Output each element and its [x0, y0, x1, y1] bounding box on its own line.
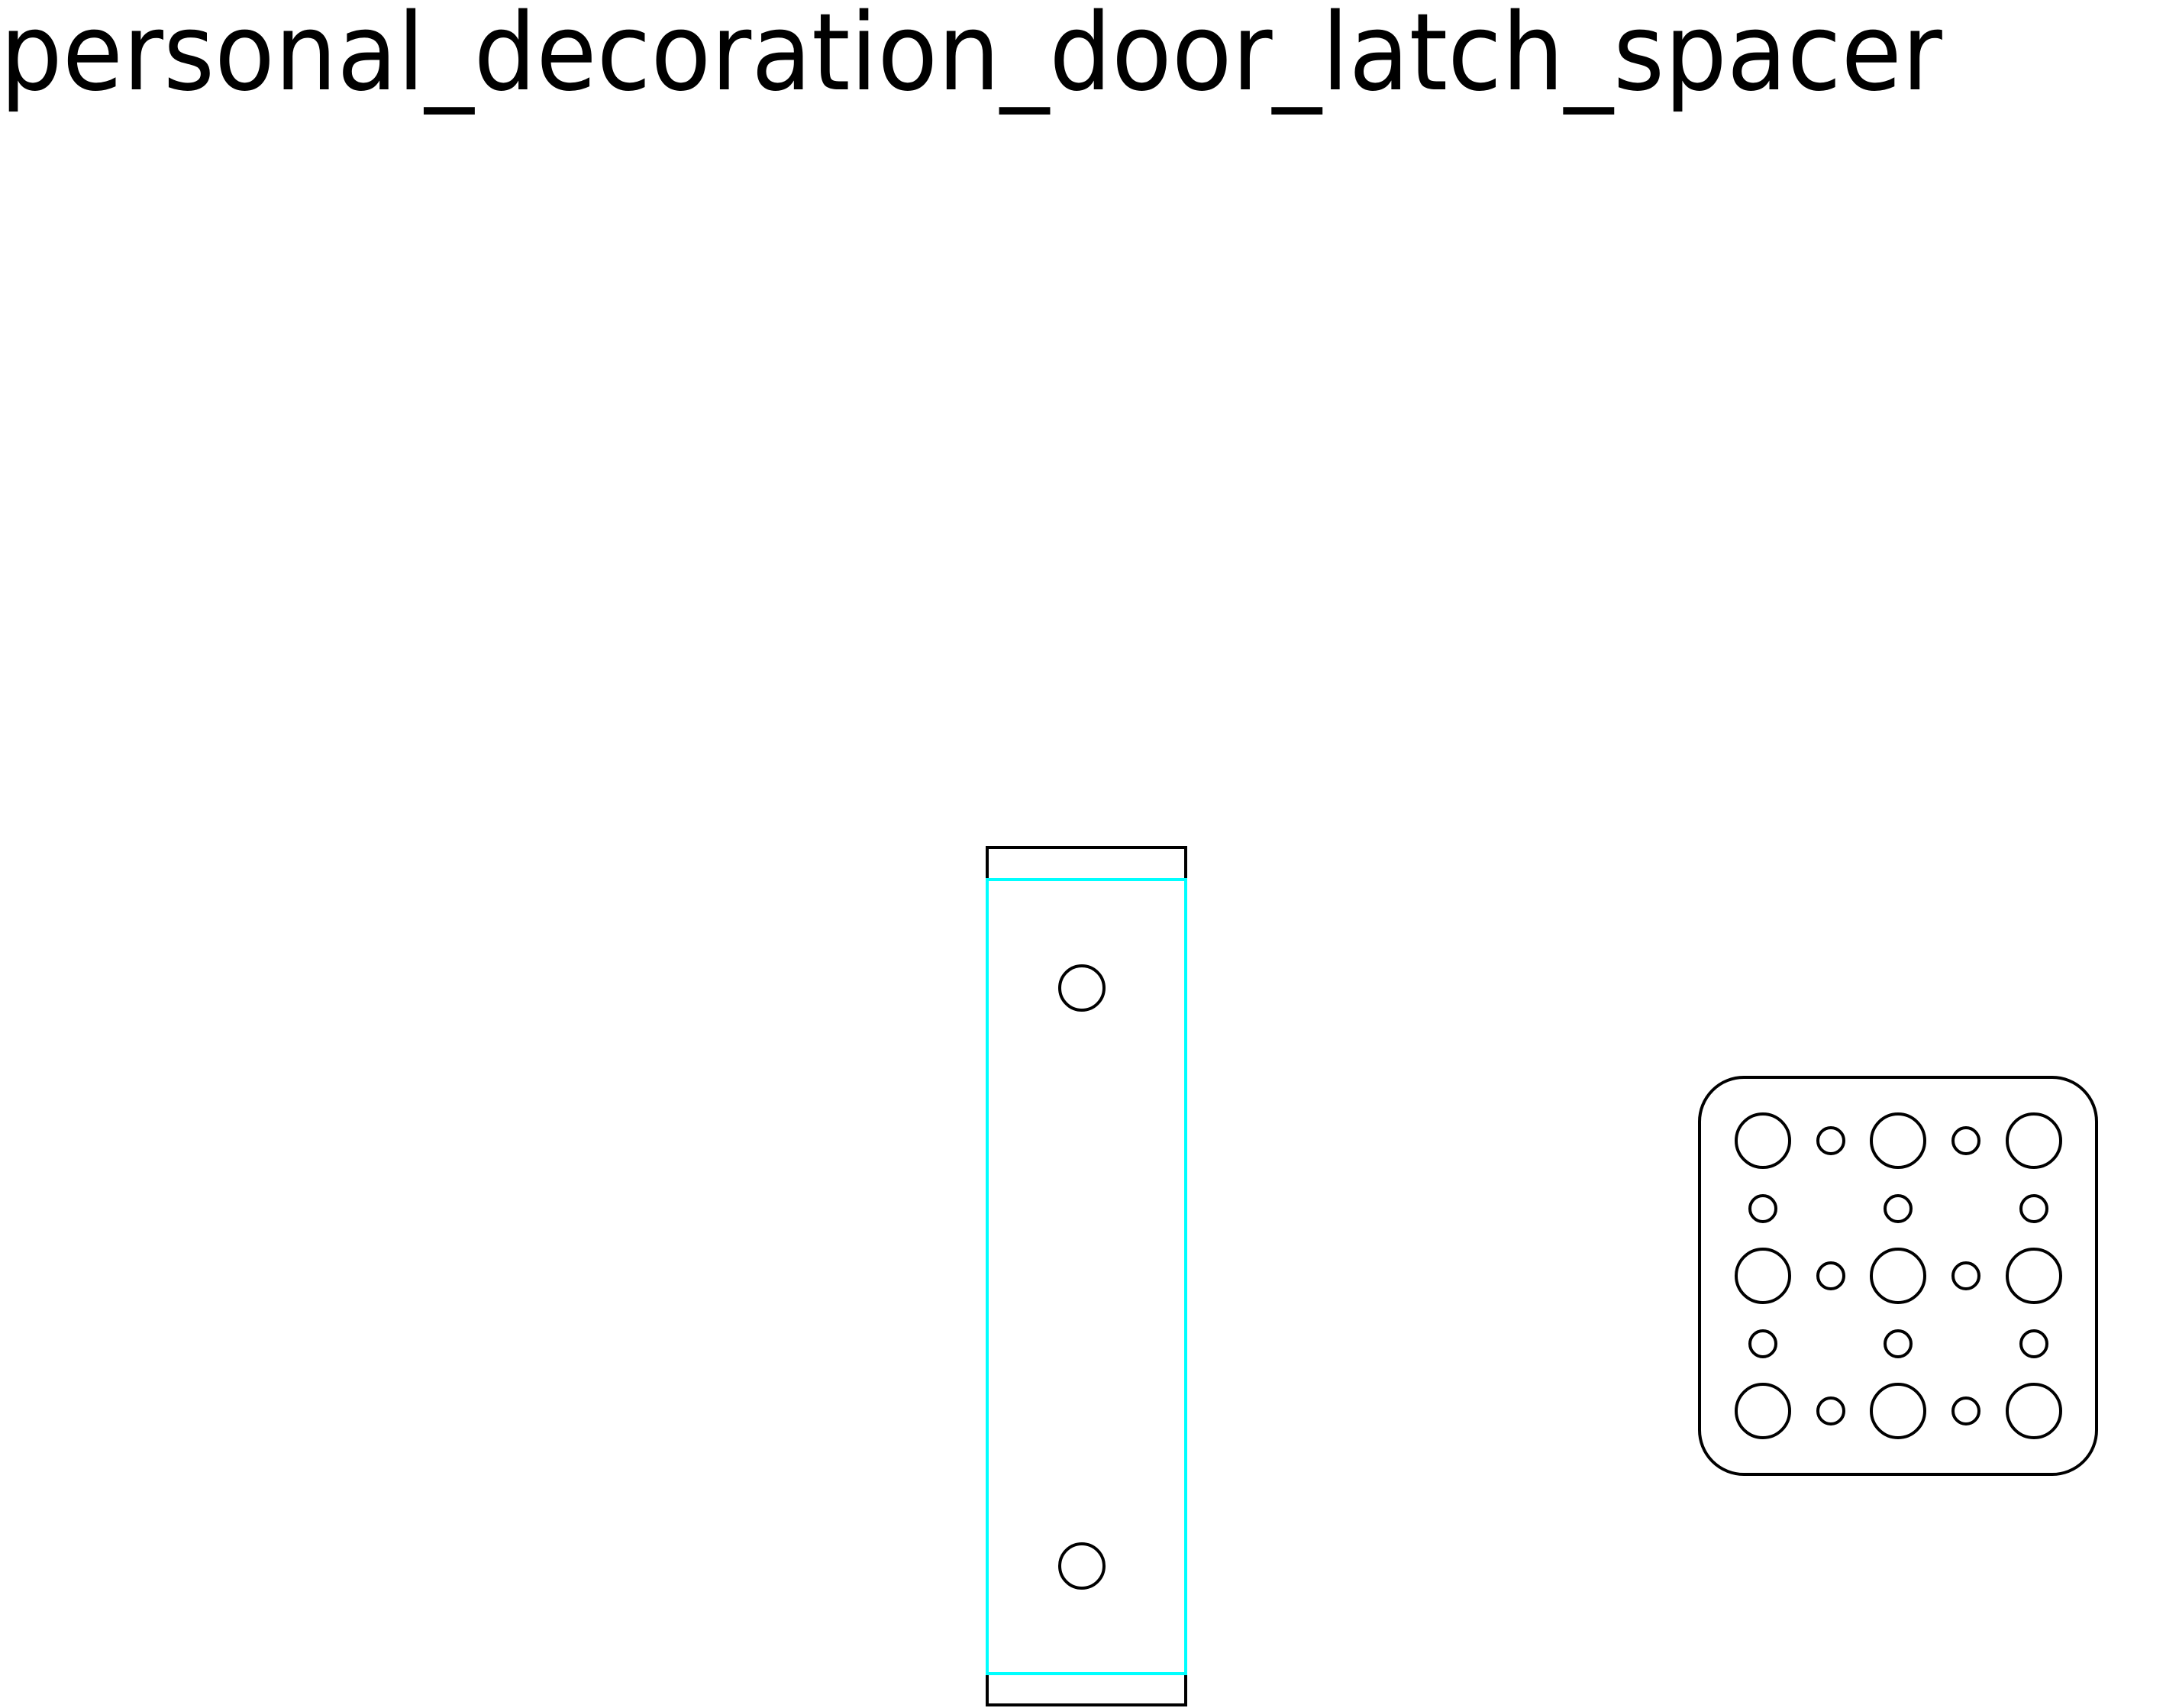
side-view-outline [986, 846, 1187, 1706]
large-hole [1870, 1112, 1926, 1169]
side-view [986, 846, 1187, 1706]
small-hole [2019, 1329, 2048, 1358]
large-hole [2006, 1248, 2062, 1304]
large-hole [1735, 1112, 1791, 1169]
small-hole [2019, 1194, 2048, 1223]
small-hole [1951, 1126, 1980, 1155]
large-hole [2006, 1383, 2062, 1439]
small-hole [1951, 1261, 1980, 1290]
large-hole [1870, 1383, 1926, 1439]
large-hole [1870, 1248, 1926, 1304]
end-view-outline [1698, 1076, 2098, 1476]
large-hole [1735, 1383, 1791, 1439]
large-hole [1735, 1248, 1791, 1304]
hole-grid [1735, 1112, 2062, 1439]
small-hole [1816, 1126, 1845, 1155]
end-view [1698, 1076, 2098, 1476]
small-hole [1884, 1194, 1913, 1223]
side-view-highlighted-face [986, 878, 1187, 1675]
drawing-title: personal_decoration_door_latch_spacer [0, 0, 1942, 115]
small-hole [1884, 1329, 1913, 1358]
small-hole [1951, 1396, 1980, 1425]
small-hole [1816, 1396, 1845, 1425]
large-hole [2006, 1112, 2062, 1169]
mounting-hole-bottom [1058, 1542, 1106, 1590]
small-hole [1748, 1329, 1777, 1358]
small-hole [1748, 1194, 1777, 1223]
small-hole [1816, 1261, 1845, 1290]
mounting-hole-top [1058, 964, 1106, 1012]
